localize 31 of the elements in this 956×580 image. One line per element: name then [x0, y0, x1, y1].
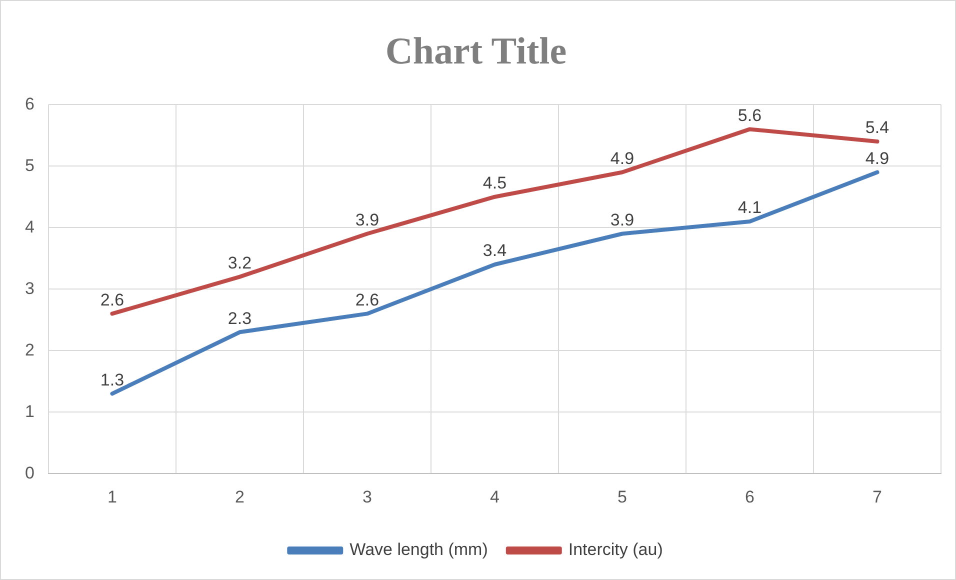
chart-title: Chart Title — [385, 30, 567, 73]
y-tick-label: 5 — [24, 156, 34, 175]
data-label: 3.9 — [610, 210, 634, 230]
legend-label: Wave length (mm) — [350, 540, 488, 560]
data-label: 2.3 — [228, 308, 252, 328]
data-label: 3.2 — [228, 253, 252, 272]
data-label: 4.1 — [738, 198, 762, 218]
x-tick-label: 5 — [618, 487, 627, 506]
data-label: 3.9 — [355, 210, 380, 230]
data-label: 5.4 — [865, 118, 890, 138]
x-tick-label: 3 — [362, 487, 372, 506]
x-tick-label: 2 — [234, 487, 244, 506]
y-tick-label: 1 — [24, 402, 34, 421]
x-tick-label: 4 — [490, 487, 500, 506]
y-tick-label: 4 — [24, 217, 34, 236]
data-label: 2.6 — [355, 290, 380, 310]
x-tick-label: 7 — [872, 487, 882, 506]
data-label: 1.3 — [100, 370, 124, 390]
data-label: 2.6 — [100, 290, 124, 310]
y-tick-label: 3 — [24, 278, 34, 298]
legend-label: Intercity (au) — [568, 540, 663, 560]
x-tick-label: 1 — [107, 487, 117, 506]
y-tick-label: 0 — [24, 463, 34, 482]
data-label: 5.6 — [738, 106, 762, 125]
data-label: 4.5 — [482, 174, 507, 193]
x-tick-label: 6 — [745, 487, 754, 506]
data-label: 4.9 — [865, 148, 890, 168]
data-label: 3.4 — [482, 241, 507, 260]
y-tick-label: 2 — [24, 340, 34, 360]
data-label: 4.9 — [610, 148, 634, 168]
y-tick-label: 6 — [24, 94, 34, 114]
